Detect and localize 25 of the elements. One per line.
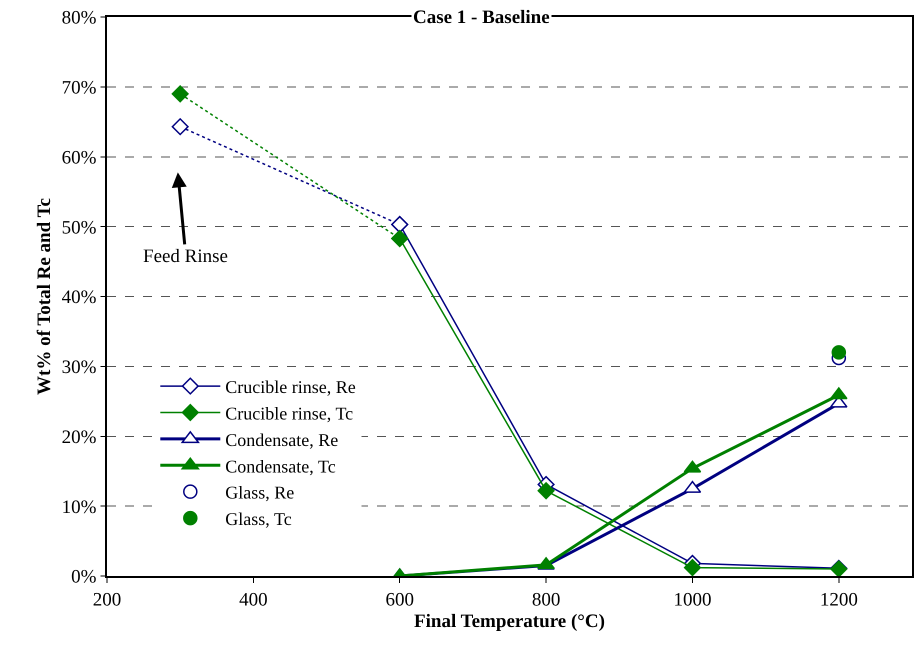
legend-label: Crucible rinse, Tc	[225, 403, 354, 424]
x-tick-label: 1200	[820, 590, 858, 611]
y-tick-label: 20%	[62, 426, 97, 448]
legend-label: Crucible rinse, Re	[225, 377, 356, 398]
legend-label: Condensate, Tc	[225, 456, 336, 476]
x-tick-label: 600	[385, 590, 414, 611]
x-tick-label: 200	[92, 590, 122, 611]
x-tick-label: 400	[239, 590, 268, 611]
y-tick-label: 0%	[71, 566, 97, 588]
y-axis-title: Wt% of Total Re and Tc	[34, 198, 55, 395]
y-tick-label: 70%	[62, 78, 97, 99]
annotation: Feed Rinse	[143, 246, 228, 267]
chart-title: Case 1 - Baseline	[413, 7, 550, 28]
y-tick-label: 50%	[62, 217, 97, 238]
legend-label: Glass, Tc	[225, 509, 292, 530]
y-tick-label: 30%	[62, 357, 97, 378]
y-tick-label: 10%	[62, 496, 97, 518]
x-tick-label: 1000	[673, 590, 712, 611]
legend-label: Glass, Re	[225, 482, 294, 503]
y-tick-label: 60%	[62, 147, 97, 168]
x-axis-title: Final Temperature (°C)	[414, 610, 605, 632]
y-tick-label: 40%	[62, 287, 97, 308]
y-tick-label: 80%	[62, 8, 97, 29]
x-tick-label: 800	[532, 590, 560, 611]
legend-label: Condensate, Re	[225, 430, 338, 450]
